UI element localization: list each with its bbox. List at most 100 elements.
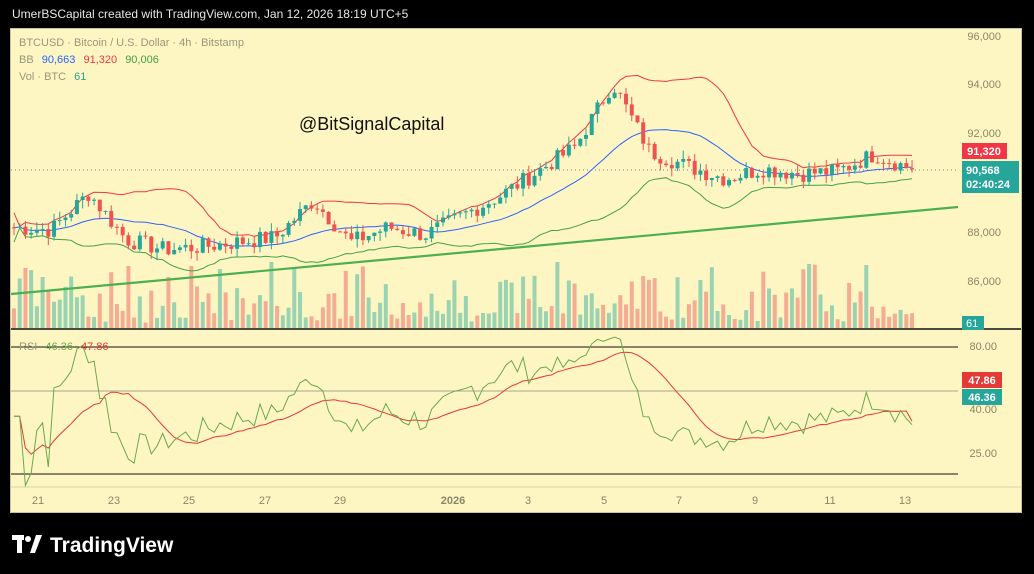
candle-body — [92, 199, 97, 201]
chart-panel[interactable]: BTCUSD · Bitcoin / U.S. Dollar · 4h · Bi… — [10, 28, 1022, 513]
tradingview-logo[interactable]: TradingView — [12, 533, 173, 559]
candle-body — [824, 168, 829, 175]
volume-bar — [589, 293, 594, 328]
price-tick: 86,000 — [967, 276, 1001, 288]
time-tick: 5 — [601, 495, 607, 507]
candle-body — [772, 167, 777, 178]
time-tick: 7 — [676, 495, 682, 507]
candle-body — [395, 228, 400, 231]
candle-body — [807, 168, 812, 182]
chart-canvas[interactable]: BTCUSD · Bitcoin / U.S. Dollar · 4h · Bi… — [11, 29, 1022, 513]
volume-bar — [532, 275, 537, 328]
candle-body — [486, 204, 491, 208]
rsi-lines — [14, 336, 913, 488]
volume-bar — [778, 317, 783, 328]
candle-body — [812, 168, 817, 174]
volume-bar — [686, 304, 691, 328]
volume-bar — [229, 319, 234, 328]
volume-bar — [744, 310, 749, 328]
candle-body — [526, 173, 531, 186]
volume-bar — [584, 295, 588, 328]
candle-body — [767, 167, 772, 178]
candle-body — [601, 102, 606, 104]
volume-bar — [458, 312, 463, 328]
volume-bar — [149, 290, 154, 328]
candle-body — [252, 243, 257, 248]
volume-bar — [355, 274, 360, 328]
volume-bar — [406, 314, 411, 328]
rsi-tick: 40.00 — [969, 404, 997, 416]
candle-body — [389, 222, 394, 229]
chart-header: UmerBSCapital created with TradingView.c… — [12, 7, 409, 21]
volume-bar — [120, 310, 125, 328]
price-tick: 96,000 — [967, 31, 1001, 43]
candle-body — [155, 248, 159, 253]
candle-body — [441, 217, 445, 223]
volume-bar — [601, 304, 606, 328]
volume-bar — [772, 294, 777, 328]
volume-bar — [624, 304, 629, 328]
volume-bar — [475, 315, 480, 328]
candle-body — [778, 172, 783, 178]
candle-body — [698, 170, 703, 175]
candle-body — [589, 113, 594, 136]
volume-bar — [109, 272, 114, 328]
candle-body — [298, 209, 302, 221]
candle-body — [418, 228, 423, 240]
volume-bar — [784, 292, 789, 328]
volume-bar — [578, 314, 583, 328]
volume-bar — [17, 278, 22, 328]
rsi-ma-tag-bg — [962, 372, 1002, 388]
volume-bar — [635, 308, 640, 328]
time-tick: 3 — [525, 495, 531, 507]
candle-body — [658, 159, 663, 164]
volume-bar — [412, 312, 417, 328]
candle-body — [303, 205, 308, 210]
volume-bar — [761, 271, 766, 328]
candle-body — [423, 238, 428, 240]
volume-bar — [269, 262, 274, 328]
candle-body — [126, 235, 131, 246]
candle-body — [910, 168, 915, 170]
bb-middle-value: 90,663 — [42, 54, 76, 66]
volume-legend: Vol · BTC 61 — [19, 71, 86, 83]
symbol-legend[interactable]: BTCUSD · Bitcoin / U.S. Dollar · 4h · Bi… — [19, 37, 244, 49]
candle-body — [246, 243, 251, 245]
time-tick: 27 — [259, 495, 271, 507]
trend-line[interactable] — [11, 205, 959, 296]
candle-body — [481, 207, 486, 216]
volume-bar — [835, 319, 840, 328]
volume-bar — [332, 293, 337, 328]
volume-bar — [23, 267, 28, 328]
candle-body — [195, 251, 200, 253]
volume-bar — [92, 316, 97, 328]
rsi-value: 46.36 — [45, 341, 73, 353]
candle-body — [646, 143, 651, 145]
candle-body — [721, 176, 726, 186]
candle-body — [189, 244, 194, 252]
volume-bar — [155, 317, 159, 328]
candles — [12, 87, 915, 261]
candle-body — [612, 92, 617, 98]
volume-bar — [910, 313, 915, 328]
volume-bar — [446, 300, 451, 328]
candle-body — [143, 235, 148, 237]
rsi-tick: 25.00 — [969, 448, 997, 460]
volume-bar — [898, 309, 903, 328]
candle-body — [458, 212, 463, 214]
candle-body — [200, 238, 205, 253]
volume-bar — [767, 288, 772, 328]
candle-body — [584, 135, 588, 139]
candle-body — [532, 175, 537, 186]
candle-body — [120, 226, 125, 236]
volume-bar — [829, 305, 834, 328]
candle-body — [366, 236, 371, 241]
volume-bar — [721, 304, 726, 328]
candle-body — [875, 162, 880, 164]
volume-bar — [543, 311, 548, 328]
rsi-legend: RSI 46.36 47.86 — [19, 341, 109, 353]
volume-bar — [641, 276, 646, 328]
candle-body — [561, 150, 566, 156]
candle-body — [86, 196, 91, 201]
candle-body — [63, 217, 68, 221]
